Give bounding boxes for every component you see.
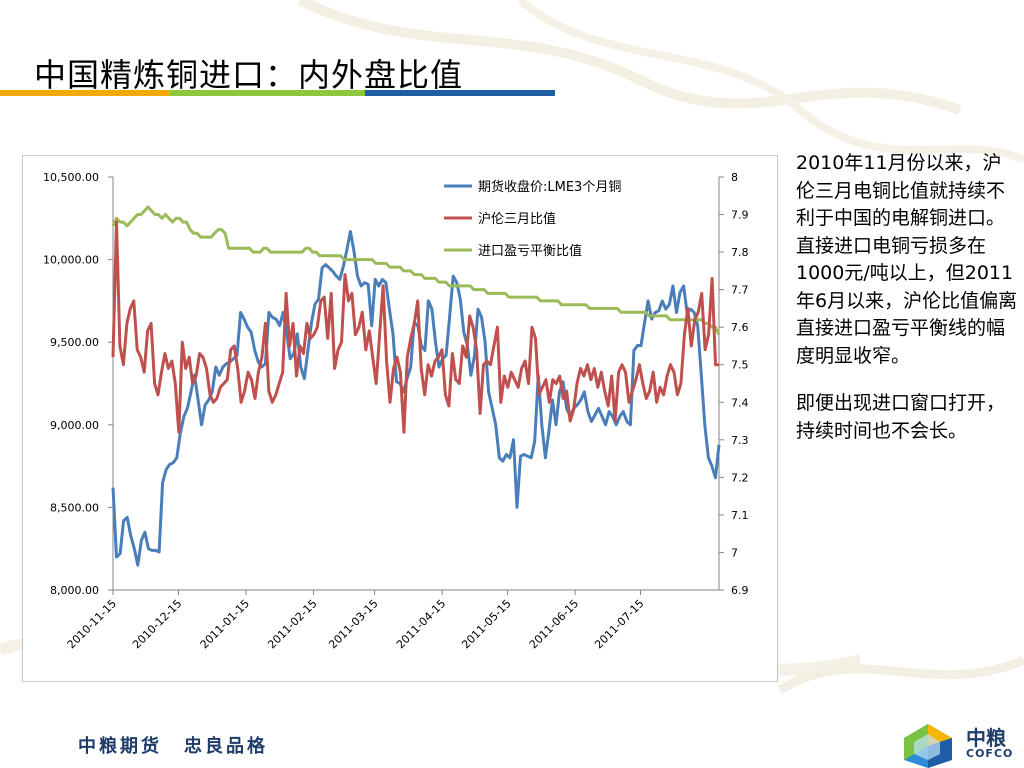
slide-title: 中国精炼铜进口：内外盘比值	[34, 56, 464, 94]
y-left-tick-label: 9,000.00	[50, 419, 99, 432]
y-left-tick-label: 8,500.00	[50, 501, 99, 514]
y-right-tick-label: 6.9	[731, 584, 749, 597]
line-chart: 8,000.00 8,500.00 9,000.00 9,500.00 10,000.0…	[43, 171, 749, 651]
y-left-tick-label: 9,500.00	[50, 336, 99, 349]
title-underline-blue	[365, 90, 555, 96]
cofco-logo-icon	[904, 724, 952, 768]
y-left-tick-label: 10,500.00	[43, 171, 99, 184]
logo-text-en: COFCO	[966, 747, 1014, 760]
series-line-2	[111, 205, 721, 336]
x-tick-label: 2011-04-15	[394, 597, 448, 651]
commentary: 2010年11月份以来，沪伦三月电铜比值就持续不利于中国的电解铜进口。直接进口电…	[796, 150, 1018, 465]
y-right-tick-label: 7.8	[731, 246, 749, 259]
x-tick-label: 2011-07-15	[592, 597, 646, 651]
legend-label-1: 沪伦三月比值	[478, 211, 556, 227]
y-right-tick-label: 7.4	[731, 396, 749, 409]
series-line-1	[111, 220, 719, 434]
x-tick-label: 2011-06-15	[527, 597, 581, 651]
title-underline-green	[170, 90, 365, 96]
footer-company: 中粮期货	[78, 736, 162, 757]
y-right-tick-label: 7	[731, 546, 738, 559]
x-tick-label: 2011-02-15	[265, 597, 319, 651]
x-tick-label: 2010-12-15	[130, 597, 184, 651]
chart-frame: 8,000.00 8,500.00 9,000.00 9,500.00 10,000.0…	[22, 155, 778, 682]
commentary-paragraph-1: 2010年11月份以来，沪伦三月电铜比值就持续不利于中国的电解铜进口。直接进口电…	[796, 152, 1018, 367]
x-tick-label: 2010-11-15	[65, 597, 119, 651]
y-right-tick-label: 8	[731, 171, 738, 184]
legend-label-0: 期货收盘价:LME3个月铜	[478, 179, 621, 195]
y-right-tick-label: 7.5	[731, 359, 749, 372]
y-right-tick-label: 7.7	[731, 284, 749, 297]
title-underline	[0, 90, 555, 96]
y-right-tick-label: 7.6	[731, 321, 749, 334]
y-right-tick-label: 7.3	[731, 434, 749, 447]
y-left-tick-label: 10,000.00	[43, 254, 99, 267]
title-underline-orange	[0, 90, 170, 96]
logo-text-cn: 中粮	[966, 726, 1006, 750]
commentary-paragraph-2: 即便出现进口窗口打开，持续时间也不会长。	[796, 392, 1006, 442]
footer-motto: 忠良品格	[184, 736, 268, 757]
x-tick-label: 2011-05-15	[459, 597, 513, 651]
series-line-0	[111, 230, 721, 567]
footer-slogan: 中粮期货 忠良品格	[78, 732, 268, 758]
y-right-tick-label: 7.1	[731, 509, 749, 522]
y-right-tick-label: 7.9	[731, 209, 749, 222]
y-right-tick-label: 7.2	[731, 471, 749, 484]
x-tick-label: 2011-01-15	[198, 597, 252, 651]
legend-label-2: 进口盈亏平衡比值	[478, 243, 582, 259]
x-tick-label: 2011-03-15	[326, 597, 380, 651]
y-left-tick-label: 8,000.00	[50, 584, 99, 597]
